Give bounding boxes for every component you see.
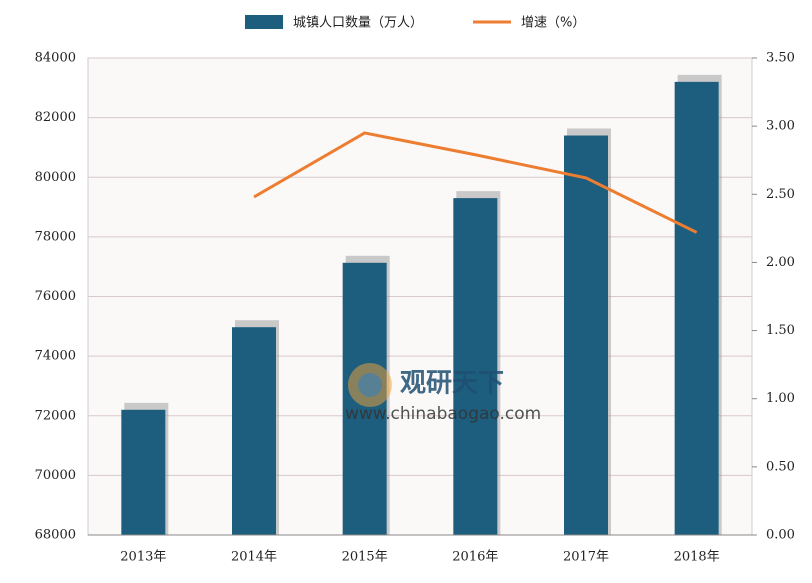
legend-swatch xyxy=(245,15,283,29)
y2-tick-label: 3.50 xyxy=(766,51,795,66)
bar xyxy=(564,135,608,535)
y2-tick-label: 1.50 xyxy=(766,323,795,338)
y2-tick-label: 3.00 xyxy=(766,119,795,134)
y-tick-label: 80000 xyxy=(35,170,76,185)
y2-tick-label: 2.00 xyxy=(766,255,795,270)
y2-tick-label: 1.00 xyxy=(766,391,795,406)
line xyxy=(253,131,698,234)
y2-tick-label: 0.50 xyxy=(766,459,795,474)
legend-label: 增速（%） xyxy=(521,16,585,31)
y-tick-label: 76000 xyxy=(35,289,76,304)
bar xyxy=(453,198,498,535)
watermark-url: www.chinabaogao.com xyxy=(345,404,541,424)
x-tick-label: 2013年 xyxy=(120,550,166,565)
y-tick-label: 84000 xyxy=(35,51,76,66)
x-tick-label: 2014年 xyxy=(231,550,277,565)
y2-tick-label: 0.00 xyxy=(766,528,795,543)
watermark-logo xyxy=(358,373,382,397)
x-tick-label: 2015年 xyxy=(342,550,388,565)
y-tick-label: 68000 xyxy=(35,528,76,543)
y-tick-label: 70000 xyxy=(35,468,76,483)
x-tick-label: 2016年 xyxy=(452,550,498,565)
legend-label: 城镇人口数量（万人） xyxy=(293,16,423,31)
bar xyxy=(232,327,276,535)
watermark-title: 观研天下 xyxy=(400,369,504,399)
bar xyxy=(121,409,166,535)
x-tick-label: 2018年 xyxy=(674,550,720,565)
y2-tick-label: 2.50 xyxy=(766,187,795,202)
y-tick-label: 74000 xyxy=(35,349,76,364)
y-tick-label: 82000 xyxy=(35,110,76,125)
x-tick-label: 2017年 xyxy=(563,550,609,565)
y-tick-label: 78000 xyxy=(35,229,76,244)
watermark: 观研天下 www.chinabaogao.com xyxy=(345,363,541,424)
y-tick-label: 72000 xyxy=(35,408,76,423)
bar xyxy=(674,81,719,535)
